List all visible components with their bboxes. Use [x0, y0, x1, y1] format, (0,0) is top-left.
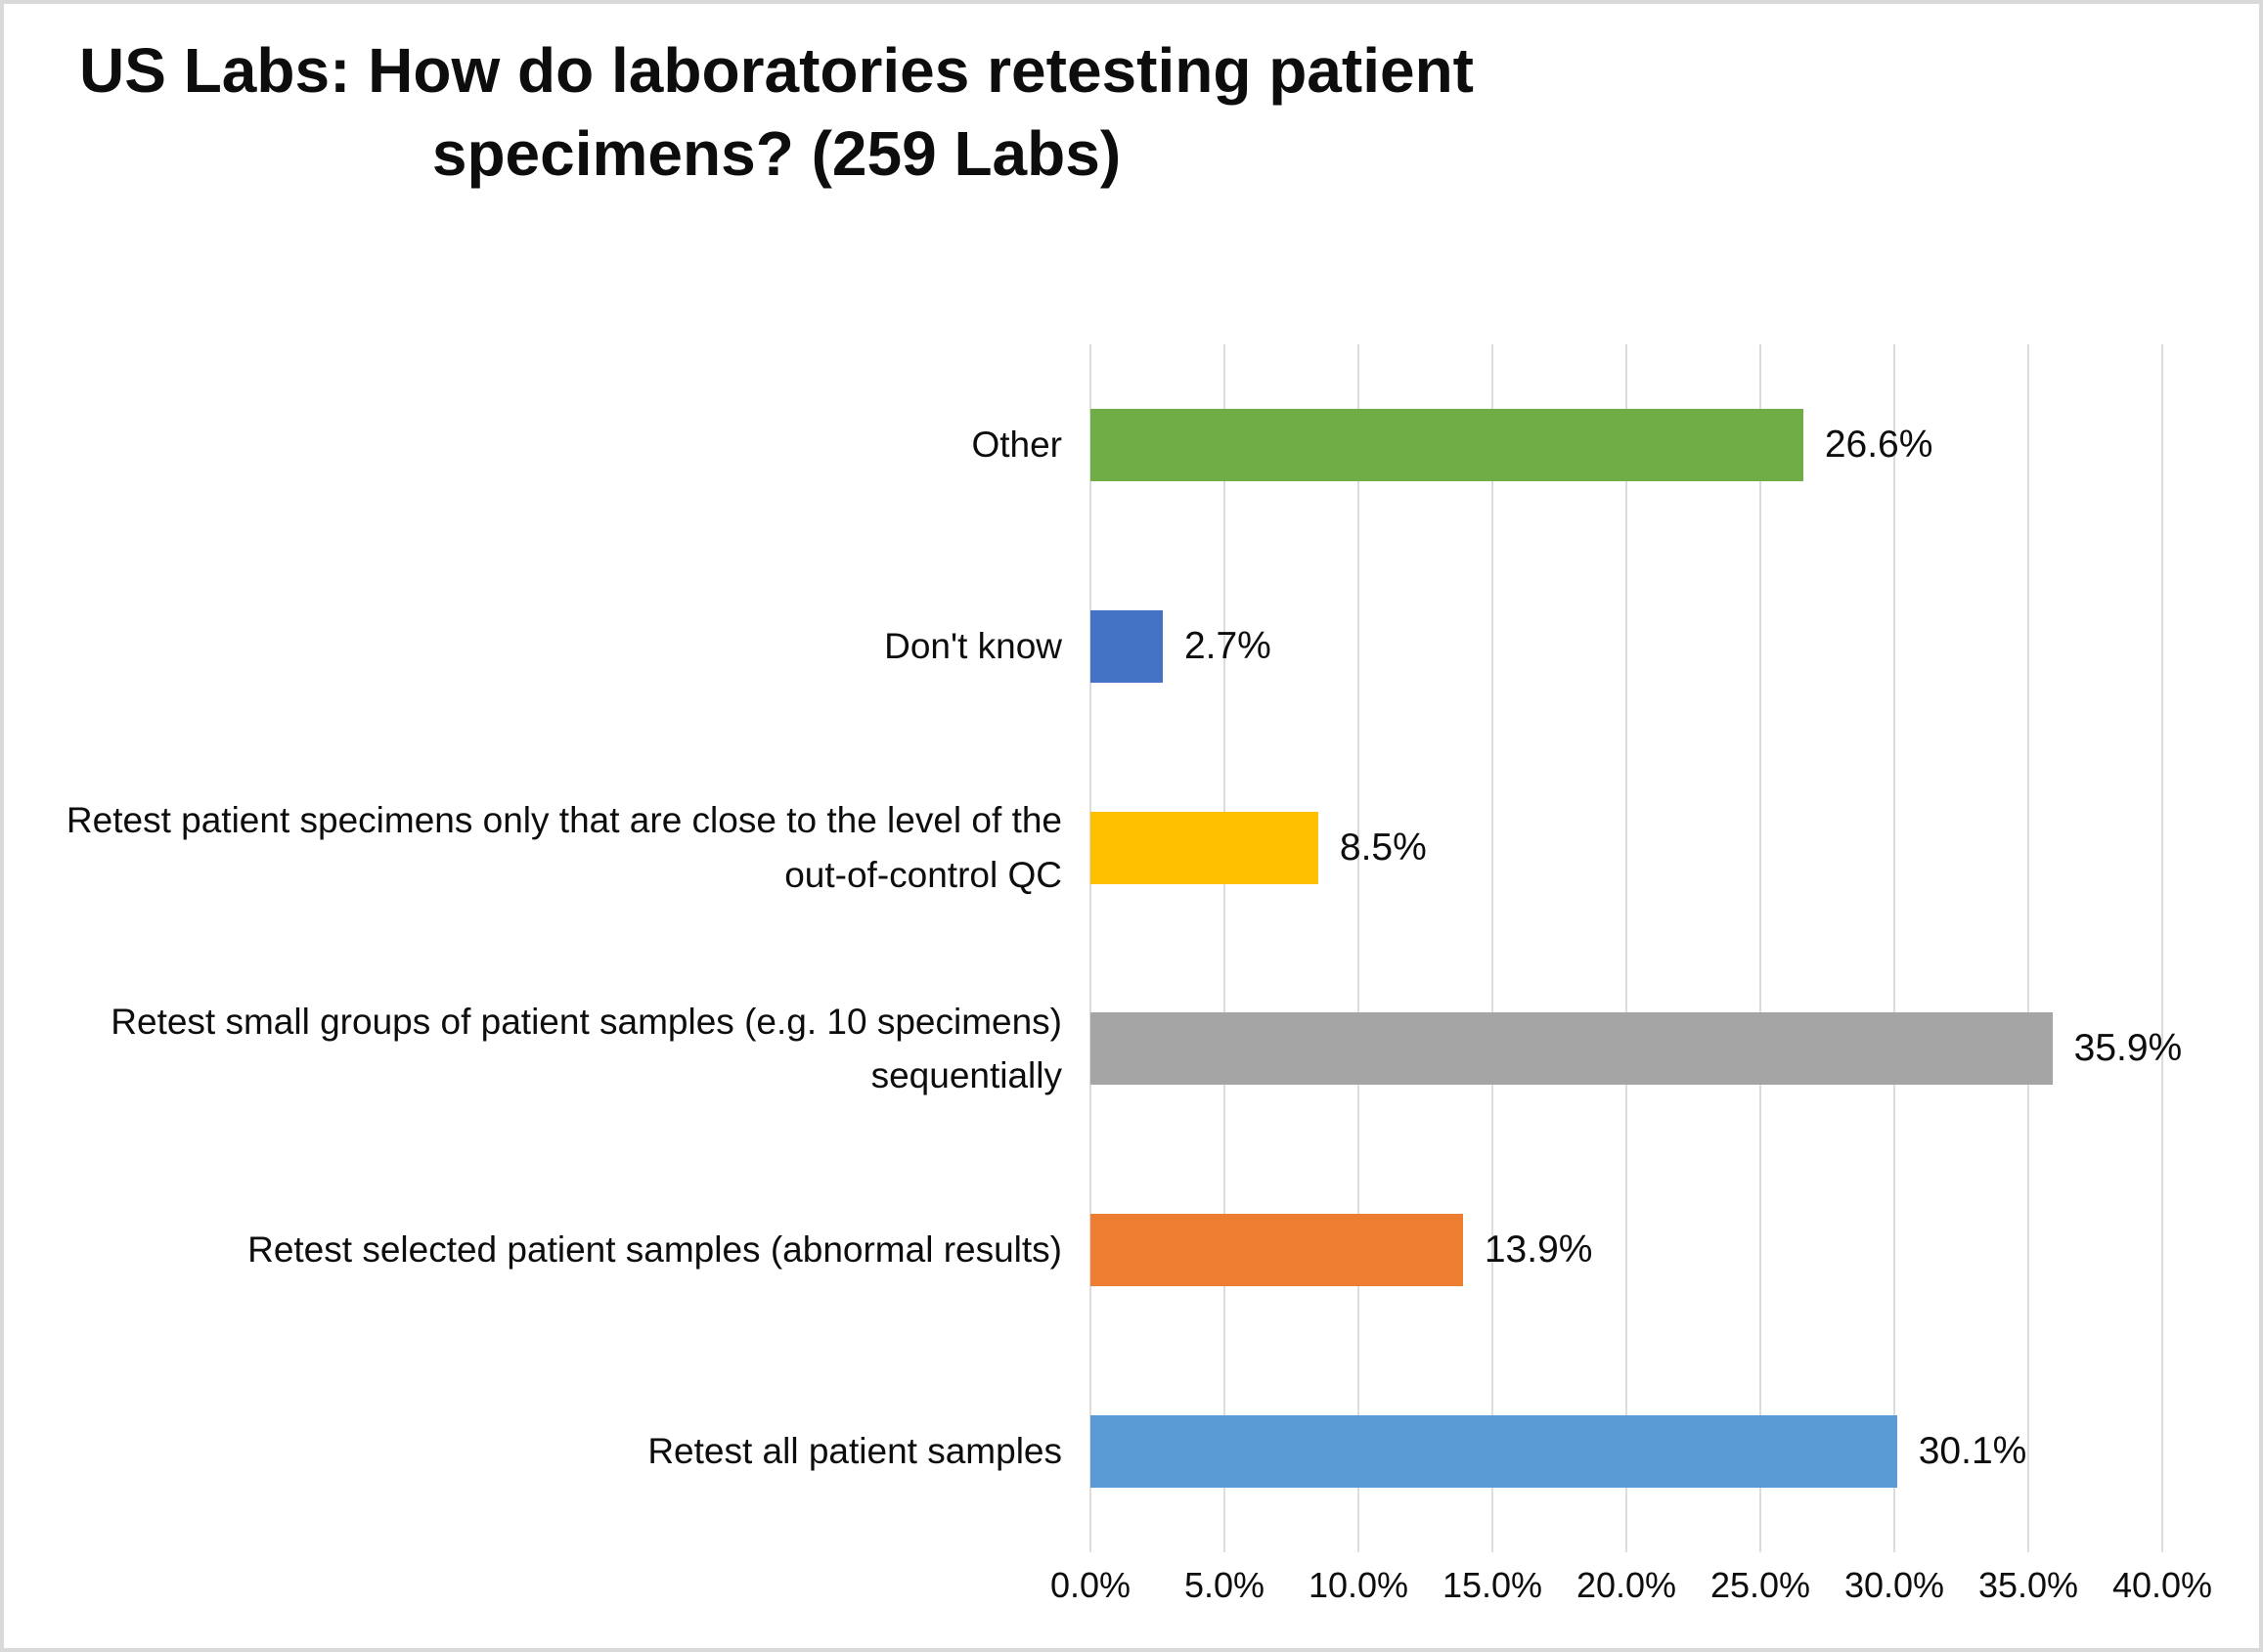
x-axis-tick: 0.0% — [1049, 1565, 1132, 1605]
x-axis-tick: 30.0% — [1843, 1565, 1945, 1605]
gridline — [1759, 344, 1761, 1552]
x-axis-tick: 35.0% — [1977, 1565, 2079, 1605]
category-label: Retest patient specimens only that are c… — [66, 800, 1062, 895]
x-axis-tick: 20.0% — [1575, 1565, 1677, 1605]
category-label: Retest selected patient samples (abnorma… — [247, 1229, 1062, 1271]
value-label: 26.6% — [1824, 423, 1933, 466]
bar-row: 2.7% — [1090, 546, 2162, 747]
bar-row: 30.1% — [1090, 1351, 2162, 1552]
value-label: 35.9% — [2073, 1027, 2183, 1070]
plot-area: 26.6% 2.7% 8.5% 35.9% 13.9% 30.1% — [1089, 344, 2182, 1552]
bar-row: 35.9% — [1090, 948, 2182, 1149]
value-label: 13.9% — [1484, 1228, 1593, 1272]
bar-row: 13.9% — [1090, 1149, 2162, 1351]
category-label: Other — [971, 424, 1062, 466]
category-axis: Other Don't know Retest patient specimen… — [23, 344, 1062, 1552]
chart-title: US Labs: How do laboratories retesting p… — [79, 35, 1474, 190]
category-label: Don't know — [884, 625, 1062, 666]
value-label: 8.5% — [1339, 826, 1427, 869]
x-axis-tick: 10.0% — [1308, 1565, 1409, 1605]
bar-row: 26.6% — [1090, 344, 2162, 546]
bar-dont-know — [1090, 609, 1163, 683]
bar-series: 26.6% 2.7% 8.5% 35.9% 13.9% 30.1% — [1090, 344, 2182, 1552]
bar-retest-close-to-qc — [1090, 811, 1318, 884]
gridline — [1223, 344, 1225, 1552]
gridline — [1893, 344, 1895, 1552]
gridline — [1491, 344, 1493, 1552]
gridline — [2161, 344, 2163, 1552]
category-label: Retest small groups of patient samples (… — [111, 1001, 1062, 1096]
x-axis: 0.0% 5.0% 10.0% 15.0% 20.0% 25.0% 30.0% … — [1050, 1565, 2212, 1624]
x-axis-tick: 15.0% — [1442, 1565, 1543, 1605]
value-label: 30.1% — [1918, 1430, 2027, 1473]
category-label: Retest all patient samples — [647, 1431, 1062, 1472]
bar-other — [1090, 408, 1803, 481]
x-axis-tick: 40.0% — [2111, 1565, 2213, 1605]
gridline — [1625, 344, 1627, 1552]
bar-retest-selected — [1090, 1214, 1463, 1287]
gridlines — [1089, 344, 2163, 1552]
gridline — [2027, 344, 2029, 1552]
gridline — [1357, 344, 1359, 1552]
value-label: 2.7% — [1183, 624, 1271, 667]
bar-retest-all — [1090, 1415, 1897, 1489]
bar-row: 8.5% — [1090, 747, 2162, 949]
bar-retest-small-groups — [1090, 1012, 2053, 1086]
x-axis-tick: 25.0% — [1709, 1565, 1811, 1605]
x-axis-tick: 5.0% — [1183, 1565, 1265, 1605]
gridline — [1089, 344, 1091, 1552]
